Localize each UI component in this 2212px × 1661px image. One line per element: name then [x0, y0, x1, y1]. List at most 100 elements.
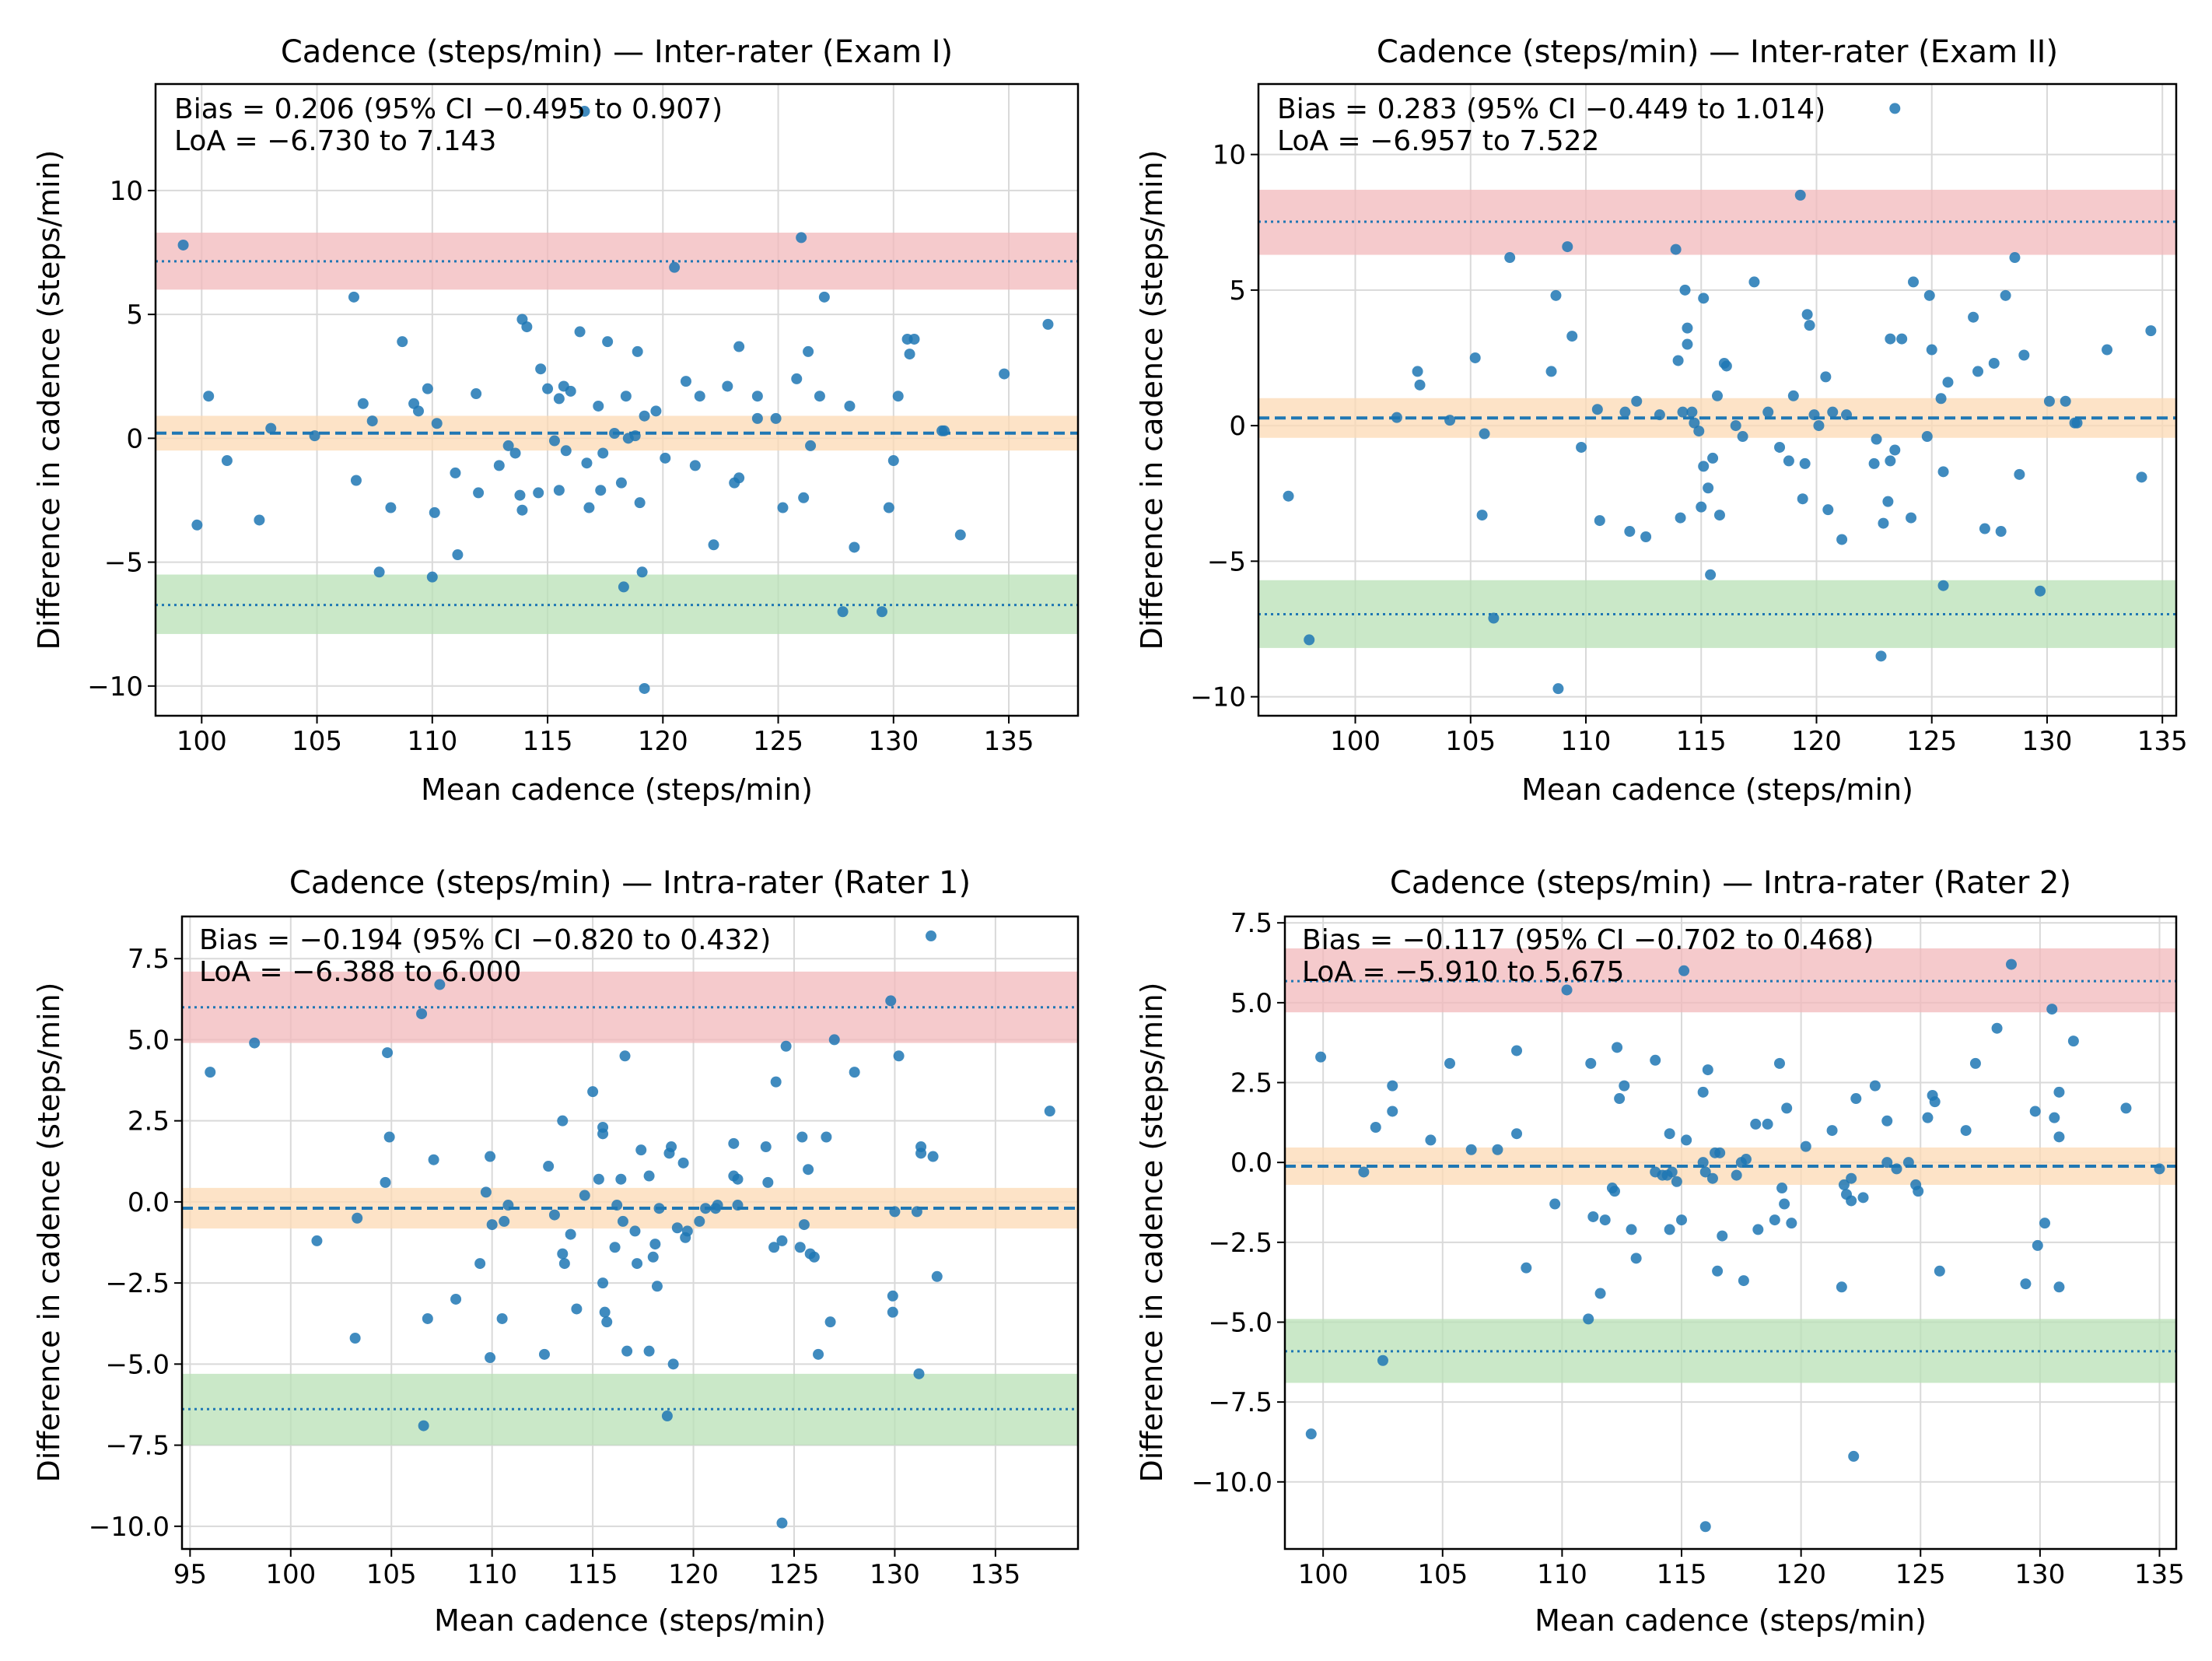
data-point — [422, 383, 433, 394]
data-point — [1906, 512, 1917, 524]
x-tick-label: 125 — [753, 726, 803, 757]
data-point — [611, 1200, 623, 1211]
data-point — [1631, 395, 1643, 407]
data-point — [1730, 420, 1741, 432]
data-point — [1562, 241, 1573, 253]
data-point — [1599, 1214, 1611, 1226]
data-point — [1738, 1275, 1749, 1287]
x-axis-label: Mean cadence (steps/min) — [1521, 773, 1913, 807]
plot-area — [1285, 916, 2176, 1549]
data-point — [1804, 320, 1815, 331]
annotation-bias: Bias = 0.283 (95% CI −0.449 to 1.014) — [1277, 93, 1825, 125]
data-point — [1624, 526, 1636, 538]
annotation-bias: Bias = −0.117 (95% CI −0.702 to 0.468) — [1302, 924, 1874, 956]
x-tick-label: 100 — [1298, 1559, 1349, 1590]
data-point — [1640, 531, 1652, 542]
data-point — [366, 415, 378, 427]
data-point — [1664, 1128, 1675, 1140]
data-point — [1304, 634, 1315, 646]
data-point — [939, 425, 950, 436]
data-point — [1750, 1118, 1762, 1130]
data-point — [1414, 379, 1426, 391]
data-point — [926, 930, 937, 942]
data-point — [557, 1248, 569, 1260]
data-point — [770, 412, 782, 424]
x-tick-label: 95 — [173, 1559, 207, 1590]
data-point — [803, 1164, 814, 1176]
data-point — [1664, 1224, 1675, 1235]
data-point — [2060, 395, 2071, 407]
data-point — [535, 363, 547, 375]
data-point — [309, 430, 320, 442]
data-point — [2136, 471, 2147, 483]
data-point — [892, 391, 904, 402]
data-point — [837, 606, 849, 618]
data-point — [579, 106, 590, 117]
data-point — [680, 376, 691, 387]
data-point — [844, 400, 856, 412]
data-point — [1521, 1262, 1532, 1274]
data-point — [887, 1290, 898, 1302]
data-point — [602, 336, 614, 348]
data-point — [548, 1209, 560, 1221]
x-tick-label: 105 — [366, 1559, 417, 1590]
data-point — [1827, 406, 1839, 418]
data-point — [2145, 325, 2157, 337]
x-tick-label: 100 — [265, 1559, 316, 1590]
data-point — [629, 430, 641, 442]
x-tick-label: 120 — [638, 726, 688, 757]
data-point — [548, 435, 560, 447]
data-point — [1773, 1057, 1785, 1069]
data-point — [1800, 1141, 1811, 1152]
data-point — [352, 1212, 363, 1224]
data-point — [1846, 1172, 1857, 1184]
data-point — [643, 1345, 655, 1357]
data-point — [1566, 331, 1578, 342]
data-point — [1891, 1163, 1902, 1175]
data-point — [1671, 1176, 1682, 1187]
data-point — [1444, 415, 1456, 426]
data-point — [373, 566, 385, 578]
data-point — [1476, 510, 1488, 521]
data-point — [609, 427, 621, 439]
data-point — [1748, 276, 1760, 288]
data-point — [191, 519, 203, 531]
data-point — [350, 475, 362, 486]
data-point — [760, 1141, 772, 1153]
data-point — [849, 541, 860, 553]
data-point — [629, 1225, 641, 1237]
data-point — [751, 412, 763, 424]
data-point — [434, 979, 446, 990]
data-point — [1619, 1080, 1630, 1092]
data-point — [2053, 1086, 2065, 1098]
data-point — [1797, 493, 1808, 505]
data-point — [1935, 393, 1947, 405]
data-point — [1608, 1186, 1620, 1197]
y-axis-label: Difference in cadence (steps/min) — [1135, 983, 1169, 1483]
x-tick-label: 105 — [1417, 1559, 1468, 1590]
data-point — [1878, 517, 1889, 529]
data-point — [911, 1206, 922, 1218]
data-point — [1682, 322, 1693, 334]
data-point — [1377, 1354, 1388, 1366]
data-point — [791, 373, 803, 384]
data-point — [1799, 457, 1811, 469]
data-point — [1552, 683, 1564, 695]
data-point — [1881, 1157, 1893, 1169]
data-point — [1391, 412, 1402, 423]
data-point — [733, 341, 745, 352]
x-tick-label: 100 — [177, 726, 227, 757]
y-tick-label: 10 — [110, 176, 143, 207]
y-tick-label: 7.5 — [128, 944, 170, 975]
data-point — [660, 452, 671, 464]
data-point — [1871, 433, 1882, 445]
data-point — [502, 440, 514, 451]
data-point — [1698, 293, 1710, 304]
annotation-loa: LoA = −6.957 to 7.522 — [1277, 125, 1599, 157]
x-tick-label: 130 — [2014, 1559, 2065, 1590]
y-tick-label: −2.5 — [1208, 1228, 1272, 1259]
data-point — [1841, 409, 1853, 421]
y-tick-label: −5.0 — [1208, 1307, 1272, 1338]
data-point — [516, 504, 528, 516]
